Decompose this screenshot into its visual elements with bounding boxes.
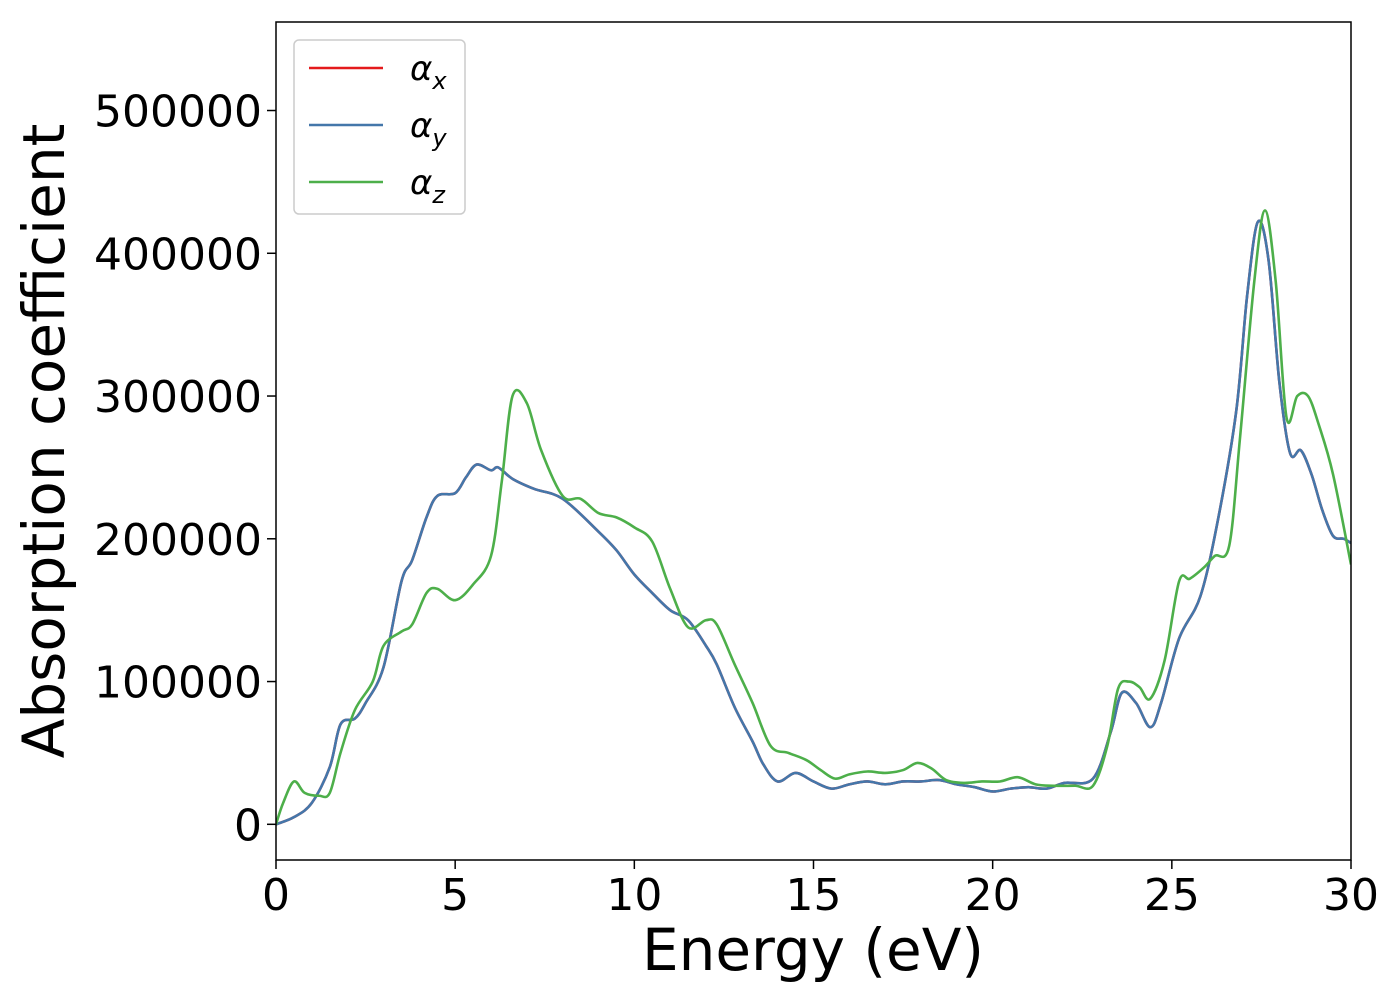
x-tick-label: 10 — [606, 870, 662, 921]
x-tick-label: 30 — [1323, 870, 1379, 921]
x-tick-label: 20 — [965, 870, 1021, 921]
legend-label-x: αx — [410, 49, 447, 95]
y-tick-label: 200000 — [94, 515, 262, 566]
x-tick-label: 25 — [1144, 870, 1200, 921]
x-axis-title: Energy (eV) — [642, 916, 984, 984]
legend-subscript: z — [431, 181, 446, 209]
series-line-y — [276, 219, 1351, 826]
plot-frame — [275, 21, 1352, 861]
y-tick-label: 500000 — [94, 87, 262, 138]
x-tick-label: 15 — [786, 870, 842, 921]
series-line-z — [276, 209, 1351, 825]
legend-subscript: y — [431, 124, 447, 152]
x-tick-label: 0 — [262, 870, 290, 921]
legend-box — [293, 39, 466, 215]
legend-symbol: α — [410, 163, 432, 203]
legend-symbol: α — [410, 106, 432, 146]
y-tick-label: 400000 — [94, 229, 262, 280]
y-tick-label: 300000 — [94, 372, 262, 423]
axis-layer: 0 5 10 15 20 25 30 0 100000 200000 300000 400000 500… — [94, 87, 1379, 921]
y-axis-title: Absorption coefficient — [10, 124, 78, 759]
y-tick-label: 0 — [234, 800, 262, 851]
x-tick-label: 5 — [441, 870, 469, 921]
y-tick-label: 100000 — [94, 658, 262, 709]
legend-label-z: αz — [410, 163, 446, 209]
legend-symbol: α — [410, 49, 432, 89]
legend-label-y: αy — [410, 106, 447, 152]
series-layer — [276, 209, 1351, 826]
legend-subscript: x — [431, 67, 447, 95]
